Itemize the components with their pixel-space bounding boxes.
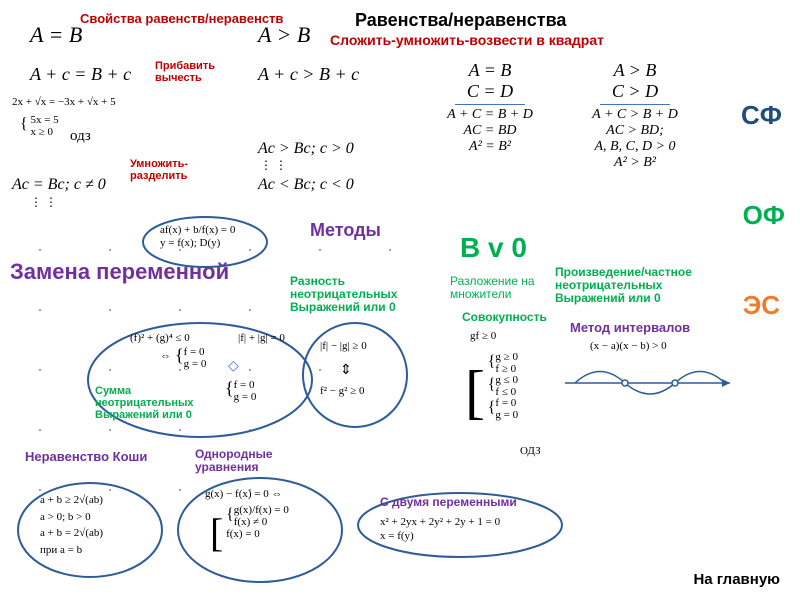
- subtitle: Сложить-умножить-возвести в квадрат: [330, 32, 604, 48]
- sys-fg2: {f = 0g = 0: [225, 378, 256, 404]
- dots-1: ⋮ ⋮: [30, 195, 57, 210]
- f0b: f = 0: [234, 379, 255, 391]
- col-sq-gt: A² > B²: [570, 155, 700, 171]
- ineq-ab: A > B: [258, 22, 310, 48]
- gf-ge0: gf ≥ 0: [470, 330, 496, 342]
- g-ge: g ≥ 0: [495, 351, 518, 363]
- iff: ⇔: [160, 350, 171, 362]
- col-add-gt: A + C > B + D: [570, 107, 700, 123]
- sys-fg: {f = 0g = 0: [175, 345, 206, 371]
- odn-l1: g(x)/f(x) = 0: [234, 504, 289, 516]
- odn-l3: f(x) = 0: [226, 528, 289, 541]
- col-add-eq: A + C = B + D: [440, 107, 540, 123]
- rv-es[interactable]: ЭС: [743, 290, 780, 321]
- ineq-mul2: Ac < Bc; c < 0: [258, 176, 354, 194]
- sys-5x: { 5x = 5 x ≥ 0: [20, 114, 59, 138]
- cauchy3: a + b = 2√(ab): [40, 525, 103, 542]
- col-sq-eq: A² = B²: [440, 139, 540, 155]
- g0: g = 0: [184, 358, 207, 370]
- intervals-label: Метод интервалов: [570, 320, 690, 335]
- col-gt: A > B C > D A + C > B + D AC > BD; A, B,…: [570, 60, 700, 171]
- footer-link[interactable]: На главную: [693, 571, 780, 588]
- g0c: g = 0: [495, 409, 518, 421]
- ineq-add: A + c > B + c: [258, 64, 359, 85]
- methods-heading: Методы: [310, 220, 381, 241]
- two-var2: x = f(y): [380, 529, 500, 543]
- intervals-f: (x − a)(x − b) > 0: [590, 340, 667, 352]
- fsq-gsq: f² − g² ≥ 0: [320, 385, 365, 397]
- mul-label: Умножить-разделить: [130, 158, 200, 182]
- raz-label: Разность неотрицательных Выражений или 0: [290, 275, 420, 315]
- col-mul-gt: AC > BD;: [570, 123, 700, 139]
- cauchy1: a + b ≥ 2√(ab): [40, 492, 103, 509]
- cauchy4: при a = b: [40, 542, 103, 559]
- g-le: g ≤ 0: [495, 374, 518, 386]
- f-ge: f ≥ 0: [495, 363, 516, 375]
- eq-mul: Ac = Bc; c ≠ 0: [12, 176, 106, 194]
- col-mul-eq: AC = BD: [440, 123, 540, 139]
- bv0: B v 0: [460, 232, 527, 264]
- cauchy-body: a + b ≥ 2√(ab) a > 0; b > 0 a + b = 2√(a…: [40, 492, 103, 558]
- f0: f = 0: [184, 346, 205, 358]
- dots-2: ⋮ ⋮: [260, 158, 287, 173]
- intervals-sketch: [560, 355, 740, 405]
- sovokup-label: Совокупность: [462, 310, 547, 324]
- f0c: f = 0: [495, 397, 516, 409]
- props-heading: Свойства равенств/неравенств: [80, 12, 283, 26]
- col-eq: A = B C = D A + C = B + D AC = BD A² = B…: [440, 60, 540, 155]
- bubble1-l2: y = f(x); D(y): [160, 237, 235, 250]
- odn-top: g(x) − f(x) = 0 ⇔: [205, 488, 282, 500]
- props-heading-text: Свойства равенств/неравенств: [80, 11, 283, 26]
- add-label: Прибавить вычесть: [155, 60, 225, 84]
- bubble1-l1: af(x) + b/f(x) = 0: [160, 224, 235, 237]
- bubble-1: af(x) + b/f(x) = 0 y = f(x); D(y): [160, 224, 235, 250]
- col-ab-eq: A = B: [440, 60, 540, 81]
- two-var-body: x² + 2yx + 2y² + 2y + 1 = 0 x = f(y): [380, 515, 500, 544]
- gf-system: [ {g ≥ 0f ≥ 0 {g ≤ 0f ≤ 0 {f = 0g = 0: [465, 352, 518, 432]
- ineq-mul1: Ac > Bc; c > 0: [258, 140, 354, 158]
- odz-cap: ОДЗ: [520, 445, 541, 457]
- sum-label: Сумма неотрицательных Выражений или 0: [95, 385, 215, 421]
- fabs-m-gabs: |f| − |g| ≥ 0: [320, 340, 367, 352]
- odz-label: одз: [70, 128, 91, 145]
- f-le: f ≤ 0: [495, 386, 516, 398]
- fg-sq: (f)² + (g)⁴ ≤ 0: [130, 332, 190, 344]
- col-ab-gt: A > B: [570, 60, 700, 81]
- fabs-gabs: |f| + |g| = 0: [238, 332, 285, 344]
- odn-l2: f(x) ≠ 0: [234, 516, 268, 528]
- page-title: Равенства/неравенства: [355, 10, 566, 31]
- eq-ab: A = B: [30, 22, 82, 48]
- cauchy-heading: Неравенство Коши: [25, 450, 147, 464]
- updown-icon: ⇕: [340, 362, 352, 379]
- cauchy2: a > 0; b > 0: [40, 509, 103, 526]
- col-cond: A, B, C, D > 0: [570, 139, 700, 155]
- col-cd-gt: C > D: [570, 81, 700, 102]
- odnorod-heading: Однородные уравнения: [195, 448, 295, 474]
- razlozh-label: Разложение на множители: [450, 275, 540, 301]
- diamond-icon: ◇: [228, 358, 239, 375]
- odn-sys: [ {g(x)/f(x) = 0f(x) ≠ 0 f(x) = 0: [210, 505, 289, 560]
- g0b: g = 0: [234, 391, 257, 403]
- col-cd-eq: C = D: [440, 81, 540, 102]
- example-line: 2x + √x = −3x + √x + 5: [12, 96, 116, 108]
- eq-add: A + c = B + c: [30, 64, 131, 85]
- sys-5x-l2: x ≥ 0: [30, 126, 53, 138]
- rv-sf[interactable]: СФ: [741, 100, 782, 131]
- rv-of[interactable]: ОФ: [743, 200, 785, 231]
- two-var-heading: С двумя переменными: [380, 495, 517, 509]
- sys-5x-l1: 5x = 5: [30, 114, 58, 126]
- proizv-label: Произведение/частное неотрицательных Выр…: [555, 266, 715, 306]
- sub-var: Замена переменной: [10, 260, 229, 284]
- two-var1: x² + 2yx + 2y² + 2y + 1 = 0: [380, 515, 500, 529]
